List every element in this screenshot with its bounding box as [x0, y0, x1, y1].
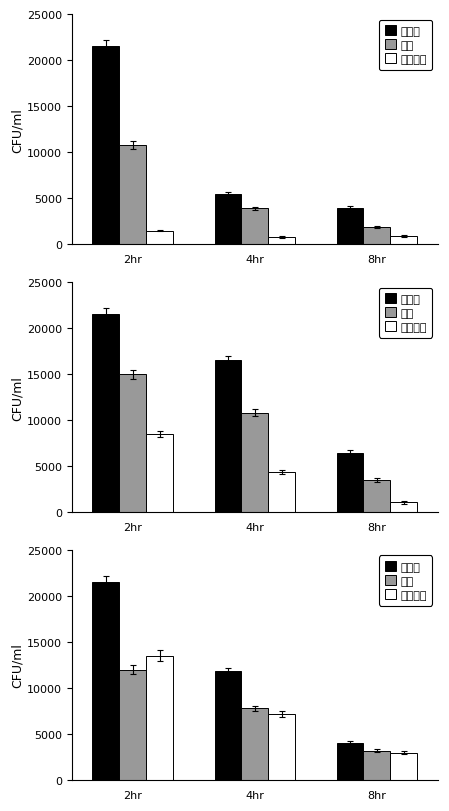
Bar: [242, 414, 268, 513]
Bar: [146, 231, 173, 245]
Bar: [242, 709, 268, 780]
Bar: [363, 228, 390, 245]
Bar: [92, 47, 119, 245]
Bar: [337, 208, 363, 245]
Bar: [146, 435, 173, 513]
Y-axis label: CFU/ml: CFU/ml: [11, 108, 24, 152]
Legend: 대조구, 승마, 승마발효: 대조구, 승마, 승마발효: [379, 556, 432, 606]
Bar: [268, 238, 295, 245]
Bar: [119, 146, 146, 245]
Bar: [363, 751, 390, 780]
Y-axis label: CFU/ml: CFU/ml: [11, 643, 24, 688]
Bar: [390, 503, 417, 513]
Bar: [268, 714, 295, 780]
Bar: [119, 375, 146, 513]
Bar: [146, 656, 173, 780]
Y-axis label: CFU/ml: CFU/ml: [11, 375, 24, 420]
Bar: [242, 209, 268, 245]
Bar: [390, 753, 417, 780]
Bar: [390, 237, 417, 245]
Bar: [215, 361, 242, 513]
Bar: [363, 480, 390, 513]
Bar: [337, 744, 363, 780]
Bar: [92, 315, 119, 513]
Bar: [92, 582, 119, 780]
Bar: [337, 454, 363, 513]
Legend: 대조구, 단삼, 단삼발효: 대조구, 단삼, 단삼발효: [379, 20, 432, 71]
Bar: [119, 670, 146, 780]
Bar: [268, 472, 295, 513]
Bar: [215, 672, 242, 780]
Legend: 대조구, 황백, 황백발효: 대조구, 황백, 황백발효: [379, 288, 432, 338]
Bar: [215, 195, 242, 245]
